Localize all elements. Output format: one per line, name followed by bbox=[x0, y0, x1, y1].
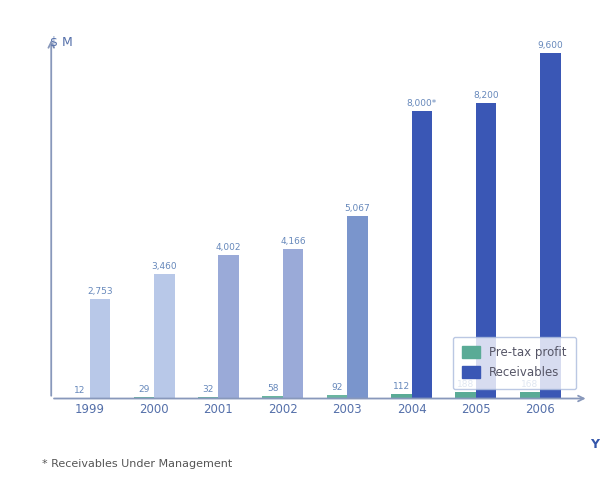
Bar bbox=[412, 111, 432, 399]
Text: 188: 188 bbox=[457, 380, 474, 389]
Bar bbox=[520, 393, 540, 399]
Text: 4,002: 4,002 bbox=[216, 243, 242, 252]
Bar bbox=[262, 397, 283, 399]
Text: YEAR: YEAR bbox=[590, 438, 600, 451]
Bar bbox=[455, 392, 476, 399]
Bar bbox=[326, 395, 347, 399]
Text: 168: 168 bbox=[521, 381, 539, 389]
Text: 2,753: 2,753 bbox=[88, 287, 113, 296]
Text: * Receivables Under Management: * Receivables Under Management bbox=[42, 459, 232, 469]
Text: 8,200: 8,200 bbox=[473, 91, 499, 101]
Bar bbox=[476, 104, 496, 399]
Text: 3,460: 3,460 bbox=[152, 262, 177, 271]
Text: $ M: $ M bbox=[50, 35, 73, 49]
Bar bbox=[540, 53, 561, 399]
Text: 112: 112 bbox=[392, 382, 410, 392]
Text: 32: 32 bbox=[203, 385, 214, 394]
Legend: Pre-tax profit, Receivables: Pre-tax profit, Receivables bbox=[452, 337, 576, 389]
Bar bbox=[134, 398, 154, 399]
Text: 9,600: 9,600 bbox=[538, 41, 563, 50]
Text: 4,166: 4,166 bbox=[280, 237, 306, 245]
Text: 29: 29 bbox=[138, 385, 149, 395]
Text: 58: 58 bbox=[267, 384, 278, 394]
Bar bbox=[283, 249, 304, 399]
Bar bbox=[218, 255, 239, 399]
Bar bbox=[90, 299, 110, 399]
Bar bbox=[154, 274, 175, 399]
Text: 8,000*: 8,000* bbox=[407, 99, 437, 108]
Text: 12: 12 bbox=[74, 386, 85, 395]
Text: 5,067: 5,067 bbox=[344, 204, 370, 213]
Text: 92: 92 bbox=[331, 383, 343, 392]
Bar bbox=[391, 395, 412, 399]
Bar bbox=[347, 216, 368, 399]
Bar bbox=[198, 398, 218, 399]
